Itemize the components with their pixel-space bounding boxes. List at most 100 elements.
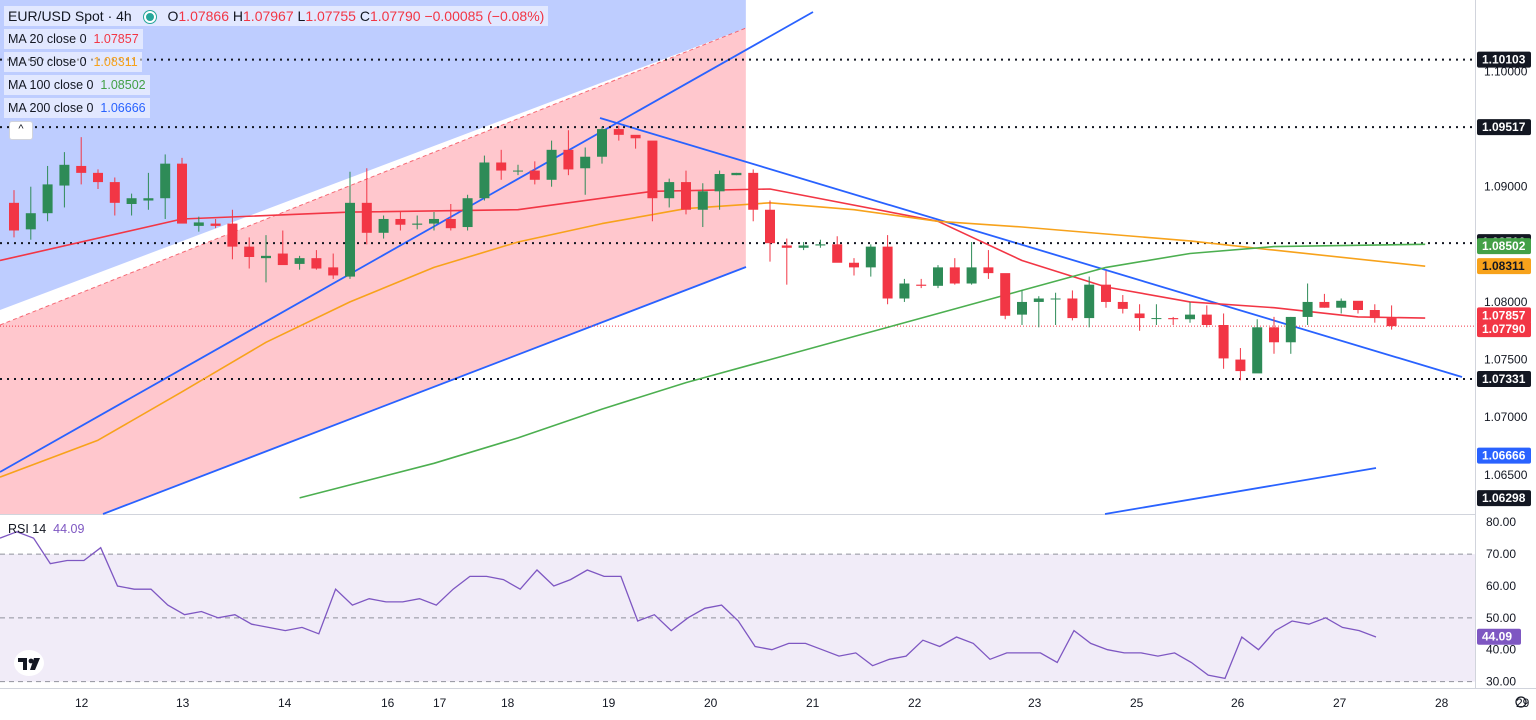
rsi-tick-label: 70.00 [1486, 547, 1516, 561]
candle-body [1017, 301, 1027, 315]
candle-body [849, 262, 859, 268]
candle-body [865, 246, 876, 268]
collapse-legend-button[interactable]: ^ [9, 121, 33, 140]
price-tick-label: 1.09000 [1484, 180, 1528, 194]
candle-body [899, 283, 910, 299]
candle-body [429, 218, 439, 224]
candle-body [378, 218, 389, 233]
candle-body [882, 246, 893, 299]
candle-body [664, 182, 675, 199]
candle-body [93, 172, 103, 183]
symbol-row[interactable]: EUR/USD Spot · 4h O1.07866 H1.07967 L1.0… [4, 6, 549, 26]
ma20-value: 1.07857 [93, 32, 139, 46]
candle-body [1386, 318, 1397, 327]
rsi-last-label-box [1477, 628, 1521, 645]
candle-body [59, 164, 70, 186]
candle-body [462, 198, 473, 228]
rsi-legend[interactable]: RSI 14 44.09 [8, 522, 84, 536]
candle-body [496, 162, 507, 171]
candle-body [1269, 327, 1279, 343]
candle-body [832, 244, 843, 263]
candle-body [748, 172, 759, 210]
candle-body [361, 202, 372, 233]
rsi-line [0, 531, 1377, 680]
ma200-legend[interactable]: MA 200 close 0 1.06666 [4, 98, 150, 118]
candle-body [681, 182, 691, 210]
symbol-label[interactable]: EUR/USD Spot · 4h [8, 8, 132, 24]
ma100-legend[interactable]: MA 100 close 0 1.08502 [4, 75, 150, 95]
price-label-text: 1.10103 [1482, 53, 1526, 67]
candle-body [1235, 359, 1246, 372]
ma200-value: 1.06666 [100, 101, 146, 115]
candle-body [76, 165, 87, 173]
ma20-legend[interactable]: MA 20 close 0 1.07857 [4, 29, 143, 49]
candle-body [1000, 273, 1011, 316]
candle-body [1050, 298, 1061, 300]
price-label-box [1477, 371, 1531, 388]
candle-body [949, 267, 960, 284]
candle-body [1168, 318, 1179, 320]
candle-body [613, 129, 624, 135]
rsi-tick-label: 80.00 [1486, 515, 1516, 529]
tradingview-logo[interactable] [14, 650, 44, 676]
visibility-eye-icon[interactable] [143, 11, 156, 24]
ma50-legend[interactable]: MA 50 close 0 1.08311 [4, 52, 142, 72]
time-tick-label: 17 [433, 696, 447, 710]
candle-body [294, 258, 305, 264]
candle-body [798, 245, 809, 248]
candle-body [513, 170, 523, 172]
time-tick-label: 26 [1231, 696, 1245, 710]
candle-body [1185, 314, 1195, 320]
settings-gear-icon [1515, 696, 1527, 708]
candle-body [966, 267, 977, 284]
ohlc-low-label: L [297, 8, 306, 24]
candle-body [227, 223, 238, 247]
candle-body [1319, 301, 1330, 308]
candle-body [1033, 298, 1044, 302]
candle-body [210, 223, 221, 226]
time-tick-label: 12 [75, 696, 89, 710]
channel-lower-fill [0, 28, 746, 514]
time-tick-label: 20 [704, 696, 718, 710]
candle-body [42, 184, 53, 214]
price-label-text: 1.08502 [1482, 239, 1526, 253]
candle-body [1369, 310, 1380, 319]
price-tick-label: 1.06500 [1484, 468, 1528, 482]
ohlc-high-label: H [232, 8, 244, 24]
candle-body [1218, 324, 1229, 359]
ma20-label: MA 20 close 0 [8, 32, 87, 46]
candle-body [580, 156, 591, 169]
candle-body [1067, 298, 1078, 319]
time-tick-label: 18 [501, 696, 515, 710]
trendline-falling [599, 117, 1463, 378]
candle-body [261, 255, 271, 259]
price-label-text: 1.06298 [1482, 491, 1526, 505]
chevron-up-icon: ^ [18, 123, 24, 135]
candle-body [765, 209, 775, 244]
channel-mid-line [0, 27, 747, 326]
candle-body [177, 163, 187, 224]
trendline-rising-upper [0, 11, 814, 473]
candle-body [597, 129, 607, 157]
price-label-box [1477, 490, 1531, 507]
price-label-text: 1.06666 [1482, 449, 1526, 463]
price-label-box [1477, 238, 1531, 255]
price-label-text: 1.07331 [1482, 372, 1526, 386]
price-label-text: 1.08311 [1482, 259, 1525, 273]
candle-body [1134, 313, 1145, 319]
time-tick-label: 27 [1333, 696, 1347, 710]
candle-body [983, 267, 994, 274]
ma100-value: 1.08502 [100, 78, 146, 92]
ma50-label: MA 50 close 0 [8, 55, 87, 69]
time-tick-label: 21 [806, 696, 820, 710]
price-label-text: 1.07790 [1482, 322, 1526, 336]
ohlc-open-label: O [167, 8, 179, 24]
time-tick-label: 28 [1435, 696, 1449, 710]
ohlc-change-value: −0.00085 (−0.08%) [424, 8, 545, 24]
price-tick-label: 1.10000 [1484, 64, 1528, 78]
price-label-text: 1.07857 [1482, 308, 1526, 322]
candle-body [328, 267, 339, 276]
rsi-tick-label: 60.00 [1486, 579, 1516, 593]
